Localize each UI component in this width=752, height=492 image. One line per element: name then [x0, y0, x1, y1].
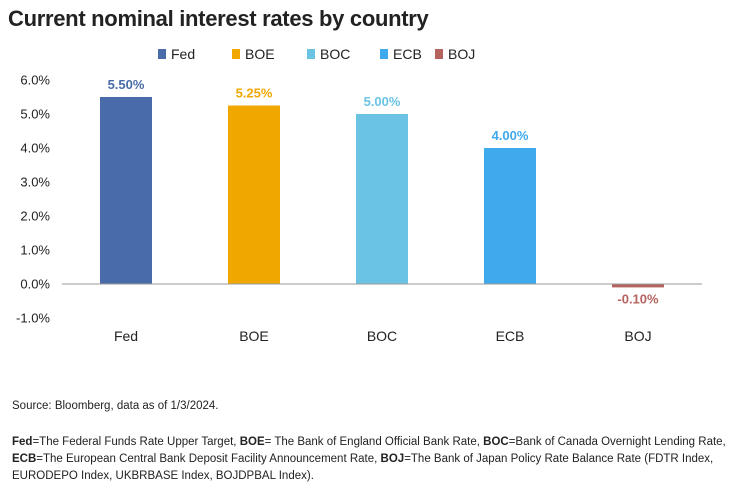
note-text-ecb: =The European Central Bank Deposit Facil… [36, 453, 381, 465]
legend-swatch-boe [232, 49, 240, 59]
note-abbr-boc: BOC [483, 436, 509, 448]
chart-title: Current nominal interest rates by countr… [8, 6, 429, 31]
bar-ecb [484, 148, 536, 284]
note-abbr-fed: Fed [12, 436, 33, 448]
note-text-boe: = The Bank of England Official Bank Rate… [264, 436, 484, 448]
y-tick-label: 4.0% [20, 141, 50, 156]
y-tick-label: 3.0% [20, 175, 50, 190]
data-label-boc: 5.00% [364, 94, 401, 109]
x-tick-label-ecb: ECB [496, 328, 525, 344]
source-note: Source: Bloomberg, data as of 1/3/2024. [12, 400, 219, 412]
data-label-fed: 5.50% [108, 77, 145, 92]
legend-label-boe: BOE [245, 46, 275, 62]
legend-label-ecb: ECB [393, 46, 422, 62]
note-text-fed: =The Federal Funds Rate Upper Target, [32, 436, 240, 448]
data-label-boj: -0.10% [617, 291, 659, 306]
note-abbr-ecb: ECB [12, 453, 37, 465]
data-label-ecb: 4.00% [492, 128, 529, 143]
legend-swatch-boj [435, 49, 443, 59]
x-tick-label-boc: BOC [367, 328, 397, 344]
bar-boe [228, 105, 280, 284]
note-abbr-boj: BOJ [380, 453, 405, 465]
y-tick-label: 6.0% [20, 73, 50, 88]
bar-boj [612, 284, 664, 288]
y-tick-label: 5.0% [20, 107, 50, 122]
bar-fed [100, 97, 152, 284]
y-tick-label: 0.0% [20, 277, 50, 292]
note-text-boj: =The Bank of Japan Policy Rate Balance R… [12, 453, 714, 482]
legend-label-fed: Fed [171, 46, 195, 62]
y-tick-label: 2.0% [20, 209, 50, 224]
y-tick-label: 1.0% [20, 243, 50, 258]
y-tick-label: -1.0% [16, 311, 50, 326]
bar-boc [356, 114, 408, 284]
footnote-definitions: Fed=The Federal Funds Rate Upper Target,… [12, 434, 746, 485]
legend-swatch-ecb [380, 49, 388, 59]
legend-swatch-fed [158, 49, 166, 59]
x-tick-label-boe: BOE [239, 328, 269, 344]
x-tick-label-fed: Fed [114, 328, 138, 344]
legend-label-boc: BOC [320, 46, 350, 62]
note-abbr-boe: BOE [239, 436, 265, 448]
x-tick-label-boj: BOJ [624, 328, 651, 344]
legend-swatch-boc [307, 49, 315, 59]
data-label-boe: 5.25% [236, 86, 273, 101]
note-text-boc: =Bank of Canada Overnight Lending Rate, [508, 436, 726, 448]
legend-label-boj: BOJ [448, 46, 475, 62]
bar-chart: -1.0% 0.0% 1.0% 2.0% 3.0% 4.0% 5.0% 6.0% 5.50% Fe… [16, 46, 702, 344]
